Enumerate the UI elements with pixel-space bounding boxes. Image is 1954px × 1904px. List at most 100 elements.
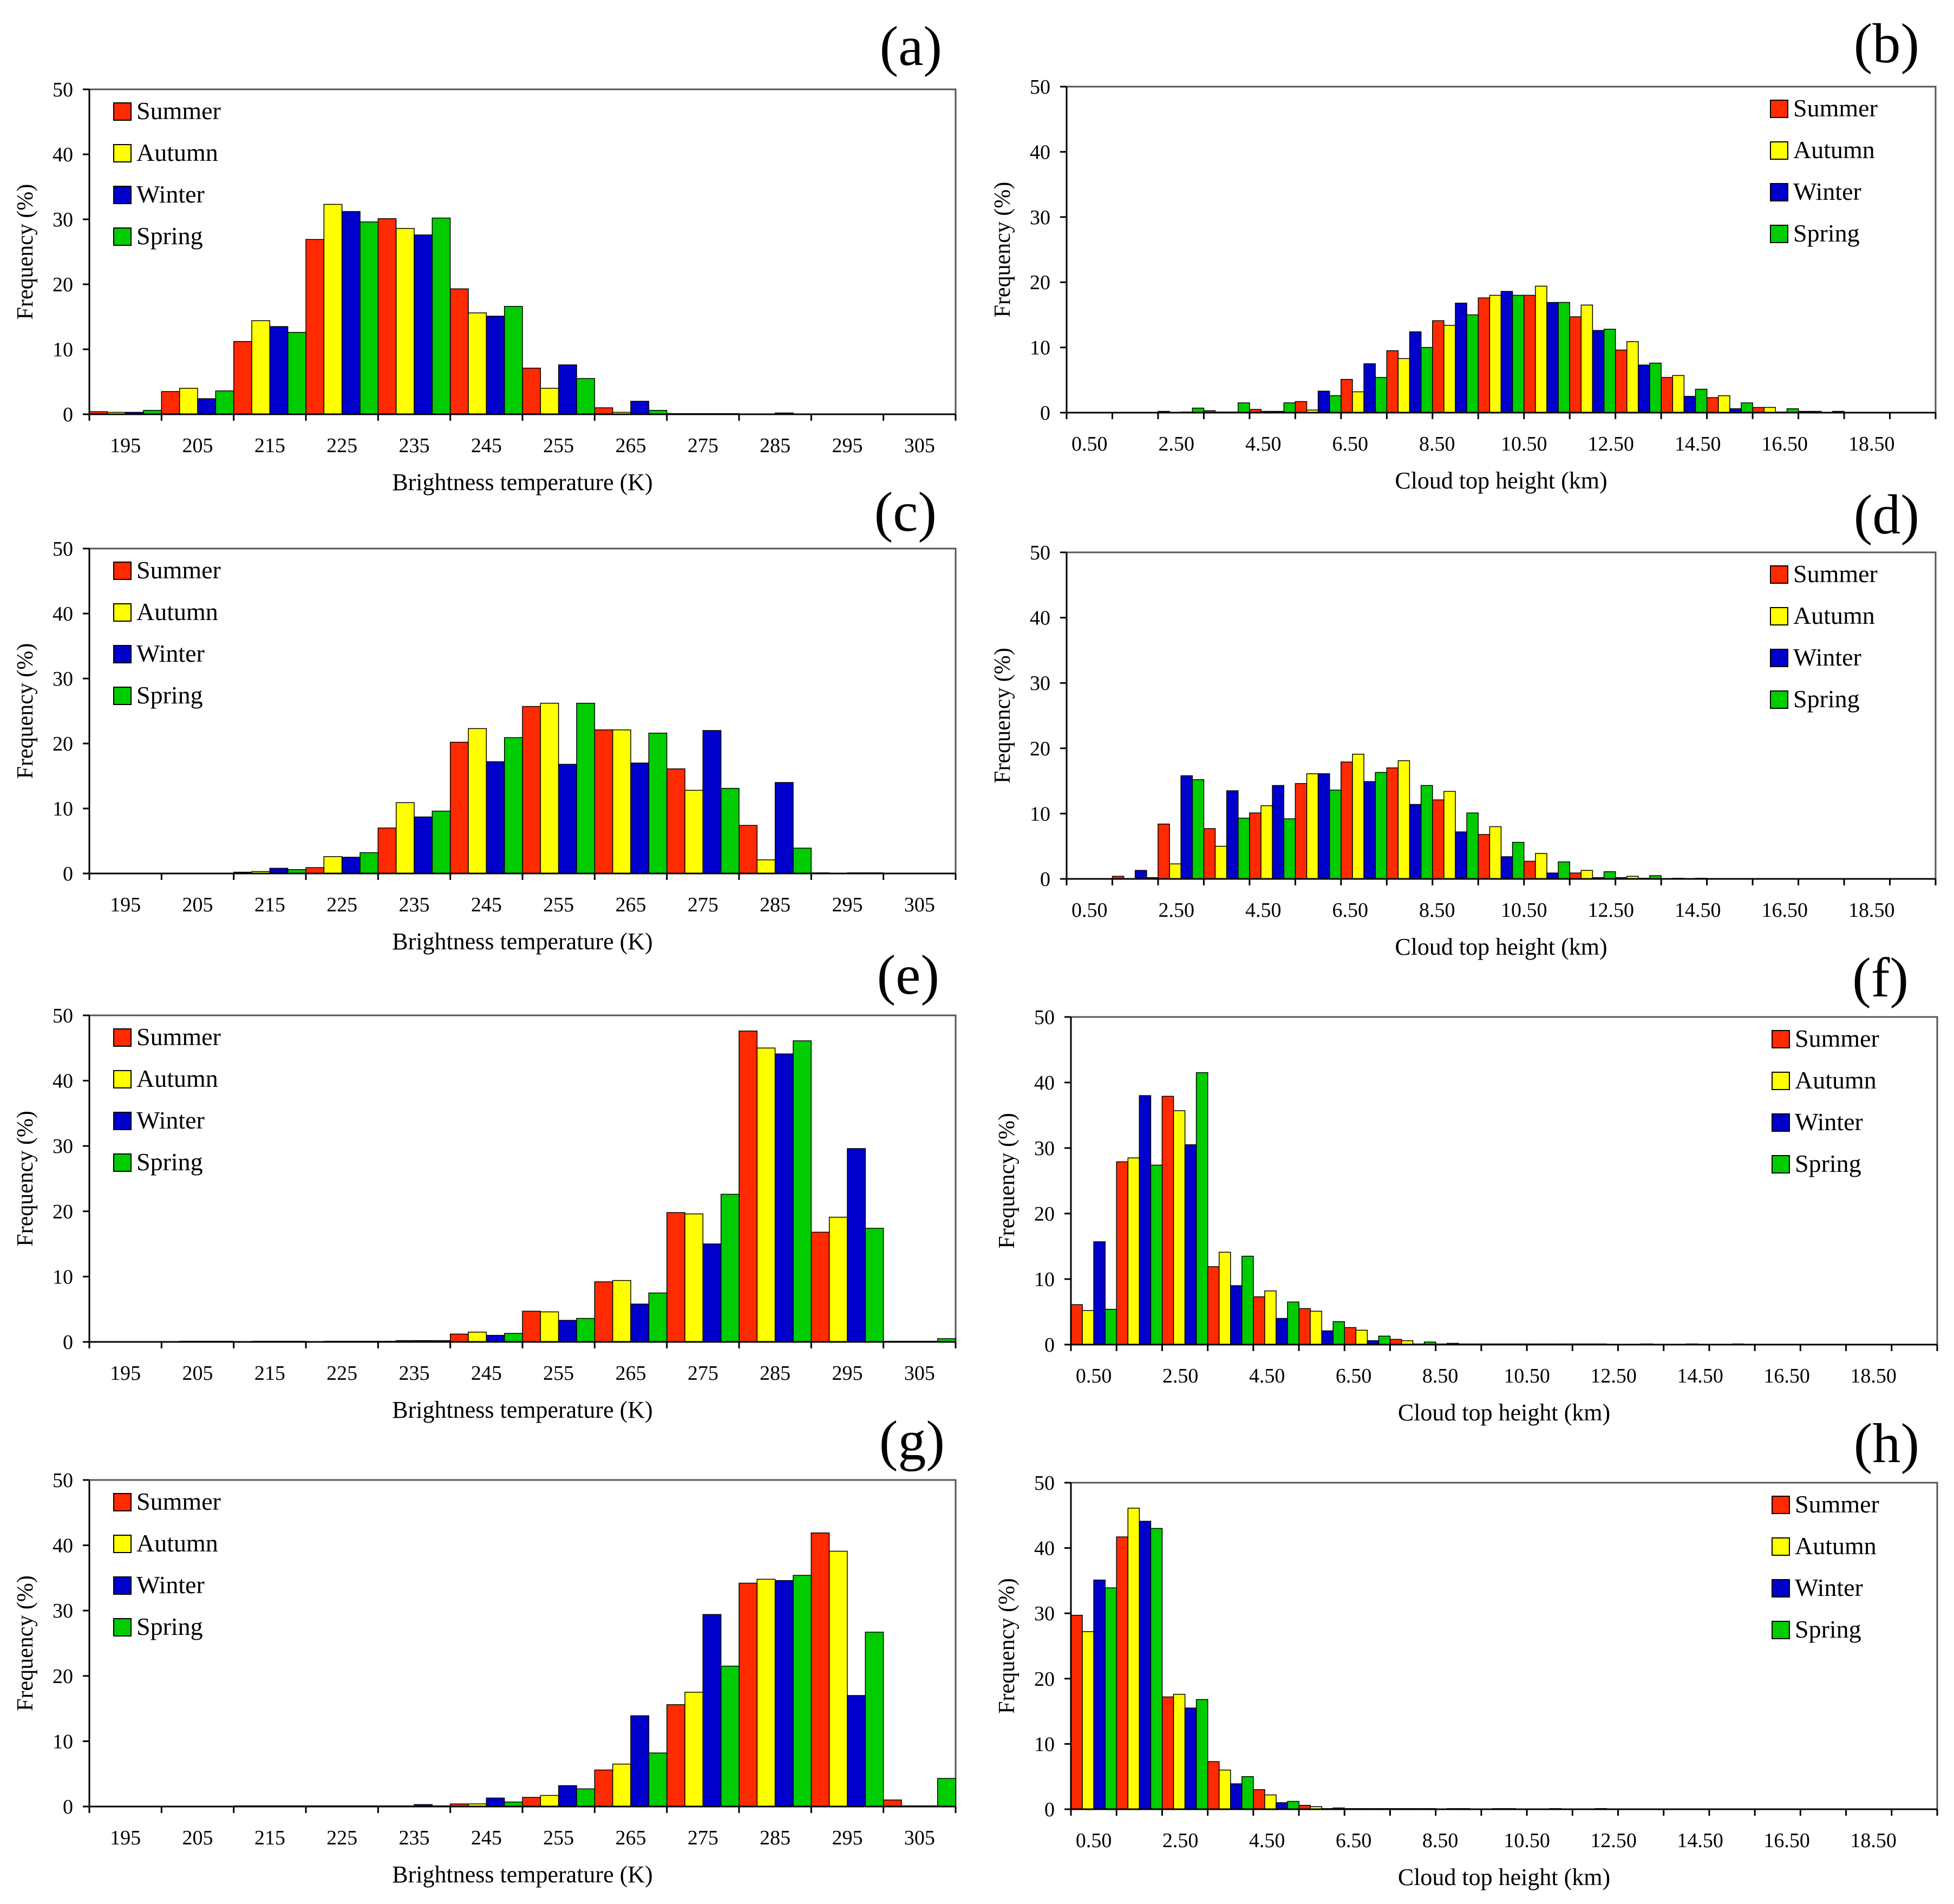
x-tick-label: 2.50 [1158,433,1194,455]
bar-autumn [251,320,271,415]
x-tick-label: 195 [110,894,141,916]
legend-swatch-autumn [113,603,132,622]
y-tick-label: 10 [1030,803,1050,825]
x-tick-label: 10.50 [1504,1365,1550,1387]
x-tick-label: 205 [182,1362,213,1385]
bar-spring [1150,1164,1163,1345]
legend-label-summer: Summer [136,556,221,584]
bar-autumn [684,1692,704,1807]
bar-spring [1238,402,1250,413]
bar-spring [215,390,234,415]
legend-swatch-spring [1770,690,1788,709]
x-tick-label: 6.50 [1336,1829,1372,1852]
x-tick-label: 18.50 [1850,1365,1897,1387]
bar-summer [1249,812,1262,879]
legend-swatch-winter [1770,183,1788,201]
y-tick-label: 10 [53,1266,73,1288]
bar-winter [774,1580,794,1807]
y-axis-title: Frequency (%) [13,1575,38,1711]
legend-swatch-summer [113,1493,132,1511]
panel-g: 0 10 20 30 40 50 195 205 215 225 235 245 255 265 275 28… [13,1410,957,1888]
bar-spring [648,1292,668,1342]
y-tick-label: 50 [1030,76,1050,99]
bar-spring [1241,1776,1254,1810]
bar-winter [630,762,650,874]
x-tick-label: 8.50 [1419,899,1455,922]
bar-summer [666,1704,685,1807]
bar-winter [558,1320,577,1342]
bar-spring [648,1752,668,1807]
bar-summer [811,1231,830,1342]
bar-autumn [1169,863,1181,879]
bar-spring [720,1194,740,1342]
bar-summer [522,706,541,874]
bar-autumn [1535,853,1547,879]
bar-winter [1230,1783,1243,1810]
x-tick-label: 16.50 [1761,899,1808,922]
y-tick-label: 50 [1034,1006,1055,1029]
panel-label: (c) [874,481,937,543]
bar-spring [793,1575,812,1807]
y-tick-label: 0 [1044,1798,1055,1821]
bar-autumn [395,802,415,874]
bar-summer [522,368,541,415]
bar-autumn [1535,285,1547,413]
panel-a: 0 10 20 30 40 50 195 205 215 225 235 245 255 265 275 28… [13,15,957,495]
legend-swatch-autumn [113,144,132,162]
bar-summer [594,407,613,415]
x-tick-label: 0.50 [1076,1829,1112,1852]
bar-autumn [1218,1769,1231,1810]
bar-autumn [1718,395,1730,413]
x-tick-label: 225 [326,1827,357,1849]
bar-winter [1180,775,1193,879]
bar-summer [305,867,325,874]
y-tick-label: 20 [53,1665,73,1688]
bar-winter [197,398,217,415]
x-tick-label: 6.50 [1332,433,1368,455]
x-tick-label: 0.50 [1071,899,1108,922]
bar-summer [1207,1266,1220,1345]
legend-label-spring: Spring [1795,1150,1861,1177]
bar-summer [449,741,469,874]
x-tick-label: 255 [543,1827,574,1849]
x-tick-label: 2.50 [1158,899,1194,922]
bar-summer [161,391,180,415]
panel-label: (d) [1854,484,1919,546]
bar-autumn [612,729,631,874]
y-tick-label: 30 [1034,1137,1055,1160]
x-tick-label: 275 [688,1362,718,1385]
bar-spring [576,378,596,415]
bar-winter [1093,1241,1106,1345]
bar-autumn [1355,1329,1368,1345]
y-tick-label: 30 [53,668,73,690]
bar-summer [522,1797,541,1807]
x-tick-label: 225 [326,894,357,916]
legend-swatch-autumn [113,1535,132,1553]
x-tick-label: 215 [254,1362,285,1385]
bar-autumn [468,728,487,874]
bar-summer [1478,297,1491,413]
bar-autumn [1260,805,1273,879]
bar-summer [811,1532,830,1807]
legend-swatch-autumn [1770,141,1788,160]
x-tick-label: 235 [399,894,430,916]
bar-summer [449,1333,469,1342]
bar-spring [1195,1072,1208,1345]
legend-swatch-spring [1772,1155,1790,1173]
bar-autumn [540,702,559,874]
y-axis-title: Frequency (%) [990,182,1015,318]
panel-h: 0 10 20 30 40 50 0.50 2.50 4.50 6.50 8.50 10.50 12.5… [995,1412,1938,1890]
x-tick-label: 4.50 [1249,1829,1285,1852]
bar-autumn [468,312,487,415]
legend-label-spring: Spring [136,681,203,709]
bar-summer [1341,761,1353,879]
bar-autumn [612,1763,631,1807]
bar-winter [486,316,505,415]
bar-spring [576,1318,596,1342]
x-tick-label: 295 [832,894,863,916]
panel-label: (b) [1854,12,1919,75]
legend-label-winter: Winter [136,640,205,667]
bar-spring [1558,302,1570,413]
bar-spring [1287,1301,1299,1345]
legend-swatch-summer [113,102,132,121]
